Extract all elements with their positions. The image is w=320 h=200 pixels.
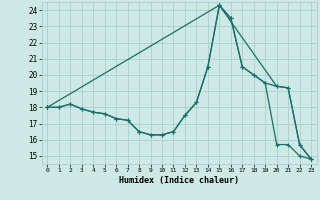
X-axis label: Humidex (Indice chaleur): Humidex (Indice chaleur) xyxy=(119,176,239,185)
